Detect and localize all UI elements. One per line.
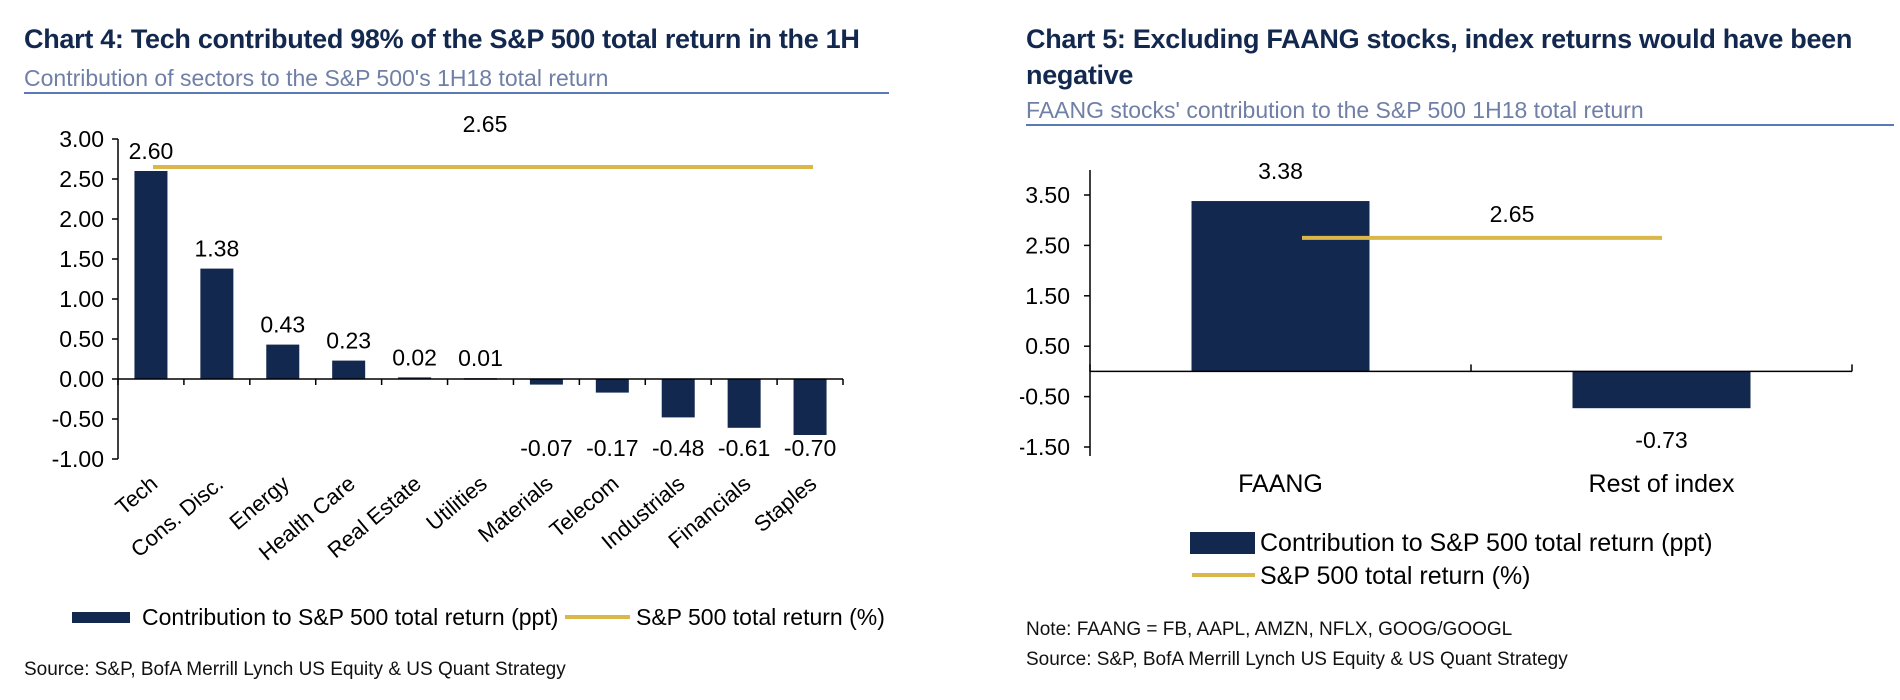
chart5-data-label: -0.73 — [1635, 427, 1687, 453]
chart4-y-tick-label: -1.00 — [52, 446, 104, 472]
chart4-data-label: 0.01 — [458, 345, 503, 371]
chart4-bar — [398, 377, 432, 379]
chart5-x-tick-label: Rest of index — [1589, 470, 1735, 498]
chart5-y-tick-label: 3.50 — [1025, 182, 1070, 208]
chart5-panel: Chart 5: Excluding FAANG stocks, index r… — [1020, 0, 1900, 700]
chart4-bar — [595, 379, 629, 393]
chart4-x-tick-label: Tech — [110, 471, 162, 520]
chart4-x-tick-label: Materials — [473, 471, 557, 548]
chart4-y-tick-label: 0.50 — [59, 326, 104, 352]
chart5-title-line1: Chart 5: Excluding FAANG stocks, index r… — [1026, 24, 1853, 54]
chart5-data-label: 3.38 — [1258, 158, 1303, 184]
chart5-legend-line-label: S&P 500 total return (%) — [1260, 562, 1531, 590]
chart4-bar — [266, 344, 300, 379]
chart4-y-tick-label: 1.50 — [59, 246, 104, 272]
chart5-subtitle: FAANG stocks' contribution to the S&P 50… — [1026, 97, 1644, 123]
chart5-sp500-label: 2.65 — [1490, 201, 1535, 227]
chart4-data-label: -0.70 — [784, 435, 836, 461]
chart4-reference-line: 2.65 — [153, 111, 813, 169]
chart4-data-label: 2.60 — [129, 138, 174, 164]
chart5-x-tick-label: FAANG — [1238, 470, 1323, 498]
chart4-legend: Contribution to S&P 500 total return (pp… — [72, 604, 885, 630]
chart4-rule — [24, 92, 889, 94]
chart5-y-axis: 3.50 2.50 1.50 0.50 -0.50 -1.50 — [1020, 170, 1091, 460]
chart4-x-tick-label: Staples — [749, 471, 821, 537]
chart4-y-tick-label: 2.00 — [59, 206, 104, 232]
chart5-bars: 3.38 -0.73 — [1191, 158, 1751, 453]
chart4-bar — [727, 379, 761, 428]
chart5-y-tick-label: 1.50 — [1025, 283, 1070, 309]
chart4-bar — [793, 379, 827, 435]
chart5-title-line2: negative — [1026, 60, 1134, 90]
chart4-y-tick-label: 3.00 — [59, 126, 104, 152]
chart5-x-axis: FAANG Rest of index — [1089, 364, 1853, 498]
chart4-y-tick-label: 2.50 — [59, 166, 104, 192]
chart4-y-tick-label: 1.00 — [59, 286, 104, 312]
chart4-data-label: -0.48 — [652, 435, 704, 461]
chart4-y-axis: 3.00 2.50 2.00 1.50 1.00 0.50 0.00 -0.50 -1.00 — [52, 126, 119, 472]
chart5-rule — [1026, 124, 1894, 126]
chart4-panel: Chart 4: Tech contributed 98% of the S&P… — [0, 0, 900, 700]
chart4-legend-bar-swatch — [72, 612, 130, 623]
chart5-plot: 3.50 2.50 1.50 0.50 -0.50 -1.50 3.38 -0.73 2.6… — [1020, 158, 1853, 590]
chart4-y-tick-label: 0.00 — [59, 366, 104, 392]
chart4-data-label: -0.17 — [586, 435, 638, 461]
chart5-y-tick-label: 0.50 — [1025, 333, 1070, 359]
chart4-data-label: 0.43 — [260, 312, 305, 338]
chart4-sp500-label: 2.65 — [463, 111, 508, 137]
chart5-y-tick-label: -0.50 — [1020, 384, 1070, 410]
chart4-subtitle: Contribution of sectors to the S&P 500's… — [24, 65, 609, 91]
chart4-title: Chart 4: Tech contributed 98% of the S&P… — [24, 24, 860, 54]
chart4-bar — [529, 379, 563, 385]
chart4-bar — [332, 360, 366, 379]
chart5-source: Source: S&P, BofA Merrill Lynch US Equit… — [1026, 649, 1568, 670]
chart4-y-tick-label: -0.50 — [52, 406, 104, 432]
chart5-legend: Contribution to S&P 500 total return (pp… — [1190, 529, 1713, 590]
chart4-data-label: 1.38 — [194, 236, 239, 262]
chart4-data-label: 0.02 — [392, 344, 437, 370]
chart4-bar — [200, 268, 234, 379]
chart4-bar — [134, 171, 168, 379]
chart5-note: Note: FAANG = FB, AAPL, AMZN, NFLX, GOOG… — [1026, 619, 1513, 640]
chart4-source: Source: S&P, BofA Merrill Lynch US Equit… — [24, 659, 566, 680]
chart5-legend-bar-swatch — [1190, 532, 1255, 554]
chart4-data-label: 0.23 — [326, 328, 371, 354]
chart5-bar — [1191, 201, 1370, 372]
chart5-y-tick-label: 2.50 — [1025, 232, 1070, 258]
chart4-plot: 3.00 2.50 2.00 1.50 1.00 0.50 0.00 -0.50 -1.00 2… — [52, 111, 885, 630]
chart4-data-label: -0.07 — [520, 435, 572, 461]
chart5-reference-line: 2.65 — [1302, 201, 1662, 240]
chart4-bar — [661, 379, 695, 418]
chart4-bars: 2.601.380.430.230.02 0.01-0.07 -0.17 -0.48-… — [129, 138, 837, 461]
chart4-legend-line-label: S&P 500 total return (%) — [636, 604, 885, 630]
chart5-y-tick-label: -1.50 — [1020, 434, 1070, 460]
chart4-data-label: -0.61 — [718, 435, 770, 461]
chart5-legend-bar-label: Contribution to S&P 500 total return (pp… — [1260, 529, 1713, 557]
chart4-legend-bar-label: Contribution to S&P 500 total return (pp… — [142, 604, 558, 630]
chart5-bar — [1572, 371, 1751, 409]
